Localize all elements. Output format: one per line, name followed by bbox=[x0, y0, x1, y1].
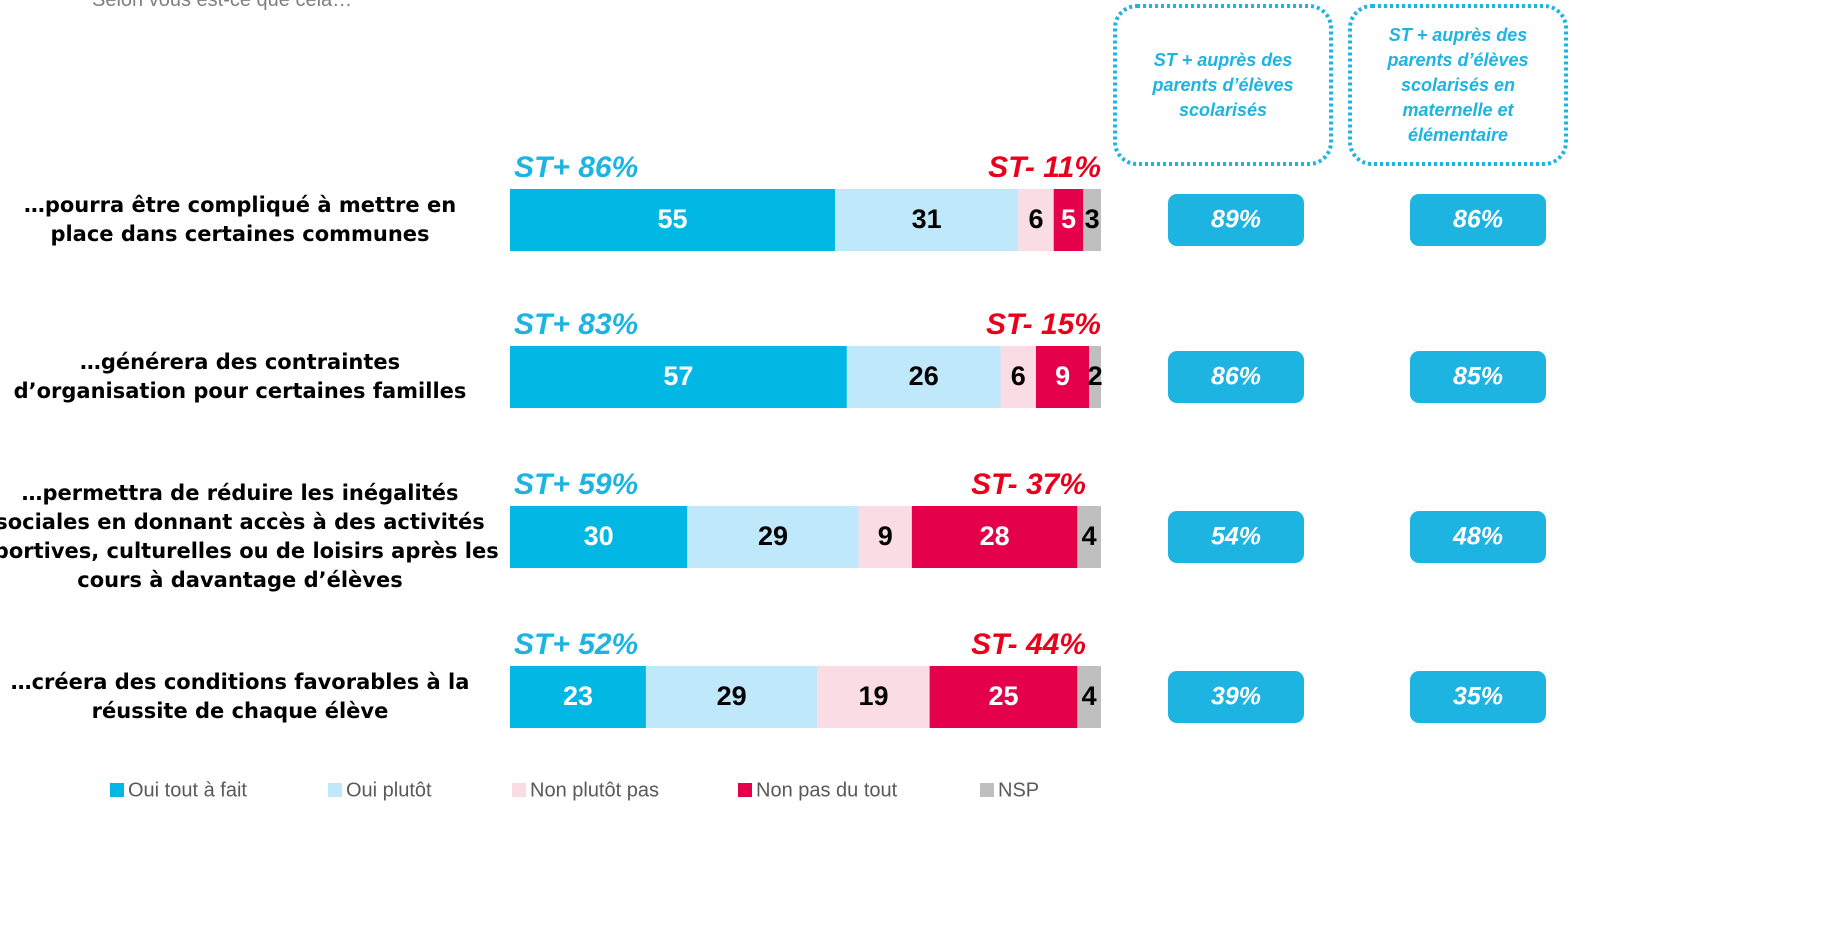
st-minus-label: ST- 37% bbox=[971, 468, 1086, 501]
segment-label: 9 bbox=[1055, 361, 1070, 391]
bar-segment bbox=[1000, 346, 1036, 408]
bar-segment bbox=[1018, 189, 1054, 251]
bar-segment bbox=[1083, 189, 1101, 251]
comparison-pill bbox=[1168, 671, 1304, 723]
comparison-pill bbox=[1410, 671, 1546, 723]
bar-segment bbox=[687, 506, 859, 568]
legend-swatch bbox=[980, 783, 994, 797]
legend-swatch bbox=[328, 783, 342, 797]
comparison-pill bbox=[1168, 194, 1304, 246]
legend-swatch bbox=[738, 783, 752, 797]
row-label: …créera des conditions favorables à la r… bbox=[10, 670, 470, 723]
bar-segment bbox=[1077, 666, 1101, 728]
segment-label: 4 bbox=[1082, 521, 1097, 551]
comparison-value: 35% bbox=[1453, 683, 1503, 711]
segment-label: 29 bbox=[717, 681, 747, 711]
st-plus-label: ST+ 86% bbox=[514, 151, 638, 184]
comparison-value: 39% bbox=[1211, 683, 1261, 711]
legend-swatch bbox=[512, 783, 526, 797]
comparison-pill bbox=[1410, 351, 1546, 403]
legend-label: Non pas du tout bbox=[756, 779, 898, 801]
comparison-value: 86% bbox=[1211, 363, 1261, 391]
comparison-pill bbox=[1410, 194, 1546, 246]
legend-label: Oui plutôt bbox=[346, 779, 432, 801]
st-minus-label: ST- 11% bbox=[988, 151, 1101, 184]
st-plus-label: ST+ 83% bbox=[514, 308, 638, 341]
segment-label: 31 bbox=[912, 204, 942, 234]
legend-label: NSP bbox=[998, 779, 1039, 801]
segment-label: 5 bbox=[1061, 204, 1076, 234]
st-minus-label: ST- 44% bbox=[971, 628, 1086, 661]
bar-segment bbox=[1077, 506, 1101, 568]
segment-label: 25 bbox=[988, 681, 1018, 711]
segment-label: 2 bbox=[1088, 361, 1103, 391]
bar-segment bbox=[510, 346, 847, 408]
bar-segment bbox=[510, 189, 836, 251]
segment-label: 26 bbox=[909, 361, 939, 391]
header-box bbox=[1348, 4, 1568, 166]
comparison-pill bbox=[1168, 351, 1304, 403]
segment-label: 3 bbox=[1085, 204, 1100, 234]
segment-label: 28 bbox=[980, 521, 1010, 551]
segment-label: 6 bbox=[1028, 204, 1043, 234]
bar-segment bbox=[510, 506, 688, 568]
st-plus-label: ST+ 59% bbox=[514, 468, 638, 501]
st-plus-label: ST+ 52% bbox=[514, 628, 638, 661]
bar-segment bbox=[817, 666, 930, 728]
bar-segment bbox=[1089, 346, 1101, 408]
bar-segment bbox=[929, 666, 1078, 728]
comparison-pill bbox=[1168, 511, 1304, 563]
segment-label: 23 bbox=[563, 681, 593, 711]
column-header: ST + auprès des parents d’élèves scolari… bbox=[1387, 24, 1529, 145]
legend-swatch bbox=[110, 783, 124, 797]
comparison-pill bbox=[1410, 511, 1546, 563]
segment-label: 57 bbox=[663, 361, 693, 391]
comparison-value: 85% bbox=[1453, 363, 1503, 391]
column-header: ST + auprès des parents d’élèves scolari… bbox=[1152, 49, 1294, 120]
segment-label: 4 bbox=[1082, 681, 1097, 711]
bar-segment bbox=[846, 346, 1001, 408]
segment-label: 9 bbox=[878, 521, 893, 551]
header-box bbox=[1113, 4, 1333, 166]
bar-segment bbox=[1035, 346, 1090, 408]
bar-segment bbox=[911, 506, 1078, 568]
comparison-value: 54% bbox=[1211, 523, 1261, 551]
segment-label: 55 bbox=[658, 204, 688, 234]
bar-segment bbox=[858, 506, 912, 568]
legend-label: Oui tout à fait bbox=[128, 779, 247, 801]
bar-segment bbox=[510, 666, 646, 728]
row-label: …générera des contraintes d’organisation… bbox=[13, 350, 467, 403]
st-minus-label: ST- 15% bbox=[986, 308, 1101, 341]
segment-label: 29 bbox=[758, 521, 788, 551]
bar-segment bbox=[1053, 189, 1084, 251]
row-label: …pourra être compliqué à mettre en place… bbox=[23, 193, 457, 246]
legend-label: Non plutôt pas bbox=[530, 779, 659, 801]
comparison-value: 86% bbox=[1453, 206, 1503, 234]
row-label: …permettra de réduire les inégalités soc… bbox=[0, 481, 499, 592]
comparison-value: 89% bbox=[1211, 206, 1261, 234]
segment-label: 19 bbox=[858, 681, 888, 711]
bar-segment bbox=[645, 666, 818, 728]
segment-label: 6 bbox=[1011, 361, 1026, 391]
comparison-value: 48% bbox=[1452, 523, 1503, 551]
segment-label: 30 bbox=[584, 521, 614, 551]
subtitle: Selon vous est-ce que cela… bbox=[92, 0, 352, 11]
bar-segment bbox=[835, 189, 1019, 251]
